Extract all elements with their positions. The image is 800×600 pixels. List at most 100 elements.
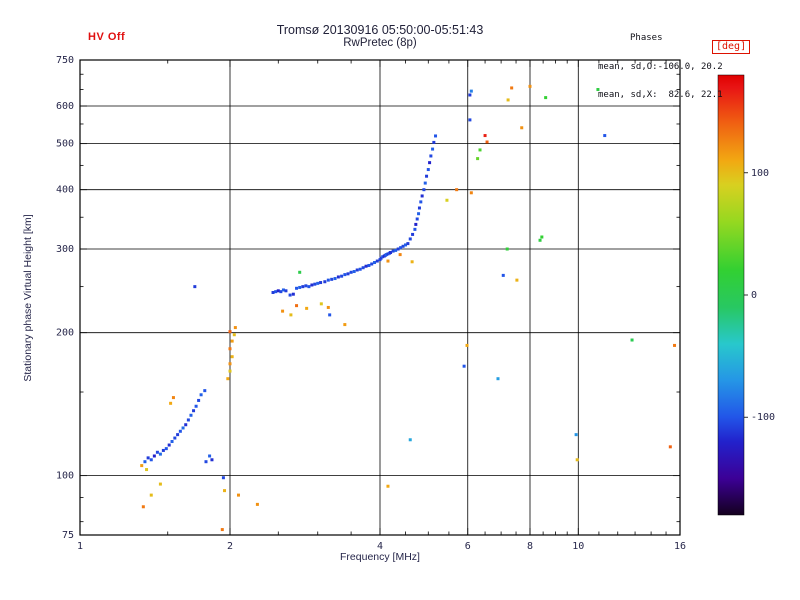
data-point — [603, 134, 607, 138]
data-point — [170, 440, 174, 444]
axis-ticks — [79, 59, 681, 536]
y-tick-label: 200 — [56, 328, 74, 339]
data-point — [352, 270, 356, 274]
x-tick-label: 2 — [227, 541, 233, 552]
data-point — [399, 246, 403, 250]
data-point — [386, 484, 390, 488]
data-point — [468, 93, 472, 97]
data-point — [469, 191, 473, 195]
data-point — [284, 289, 288, 293]
data-point — [189, 413, 193, 417]
data-point — [146, 456, 150, 460]
data-point — [386, 259, 390, 263]
data-point — [373, 261, 377, 265]
data-point — [468, 118, 472, 122]
data-point — [520, 126, 524, 130]
y-tick-label: 600 — [56, 101, 74, 112]
data-point — [167, 443, 171, 447]
colorbar-tick-label: 0 — [751, 290, 757, 301]
data-point — [171, 396, 175, 400]
data-point — [596, 88, 600, 92]
data-point — [313, 282, 317, 286]
data-point — [361, 266, 365, 270]
data-point — [281, 309, 285, 313]
data-point — [355, 268, 359, 272]
data-point — [389, 250, 393, 254]
data-point — [181, 426, 185, 430]
y-tick-labels: 75 100 200 300 400 500 600 750 — [56, 55, 74, 541]
data-point — [379, 256, 383, 260]
data-point — [228, 330, 232, 334]
data-point — [540, 235, 544, 239]
y-tick-label: 400 — [56, 185, 74, 196]
data-point — [149, 458, 153, 462]
data-point — [391, 249, 395, 253]
data-point — [295, 304, 299, 308]
data-point — [538, 238, 542, 242]
phases-mean-x: mean, sd,X: 82.6, 22.1 — [598, 90, 723, 100]
scatter-points — [140, 84, 677, 532]
phases-stats: Phases mean, sd,O:-106.0, 20.2 mean, sd,… — [598, 15, 748, 120]
data-point — [423, 181, 427, 185]
data-point — [323, 280, 327, 284]
data-point — [506, 98, 510, 102]
data-point — [476, 157, 480, 161]
data-point — [186, 418, 190, 422]
data-point — [184, 423, 188, 427]
data-point — [301, 285, 305, 289]
data-point — [152, 454, 156, 458]
x-tick-label: 1 — [77, 541, 83, 552]
data-point — [485, 140, 489, 144]
data-point — [199, 393, 203, 397]
data-point — [230, 355, 234, 359]
data-point — [403, 243, 407, 247]
data-point — [192, 409, 196, 413]
x-tick-labels: 1 2 4 6 8 10 16 — [77, 541, 686, 552]
data-point — [630, 338, 634, 342]
data-point — [340, 274, 344, 278]
data-point — [305, 306, 309, 310]
data-point — [232, 333, 236, 337]
data-point — [140, 464, 144, 468]
data-point — [432, 140, 436, 144]
data-point — [158, 452, 162, 456]
hv-status-label: HV Off — [88, 31, 126, 43]
data-point — [226, 377, 230, 381]
data-point — [143, 460, 147, 464]
data-point — [228, 347, 232, 351]
y-tick-label: 75 — [62, 530, 74, 541]
y-tick-label: 100 — [56, 471, 74, 482]
data-point — [445, 198, 449, 202]
data-point — [496, 377, 500, 381]
colorbar-gradient — [717, 74, 745, 516]
data-point — [316, 281, 320, 285]
data-point — [298, 285, 302, 289]
data-point — [367, 263, 371, 267]
data-point — [176, 433, 180, 437]
plot-title: Tromsø 20130916 05:50:00-05:51:43 — [276, 23, 484, 37]
data-point — [233, 326, 237, 330]
data-point — [197, 398, 201, 402]
y-axis-label: Stationary phase Virtual Height [km] — [22, 214, 34, 382]
x-tick-label: 4 — [377, 541, 383, 552]
data-point — [288, 293, 292, 297]
data-point — [455, 188, 459, 192]
data-point — [510, 86, 514, 90]
data-point — [164, 447, 168, 451]
data-point — [375, 259, 379, 263]
data-point — [295, 286, 299, 290]
data-point — [415, 217, 419, 221]
data-point — [149, 493, 153, 497]
data-point — [178, 429, 182, 433]
data-point — [465, 343, 469, 347]
data-point — [228, 369, 232, 373]
data-point — [420, 194, 424, 198]
colorbar: 100 0 -100 — [717, 74, 775, 516]
data-point — [319, 302, 323, 306]
data-point — [255, 502, 259, 506]
data-point — [394, 248, 398, 252]
data-point — [343, 323, 347, 327]
plot-grid — [80, 60, 680, 535]
